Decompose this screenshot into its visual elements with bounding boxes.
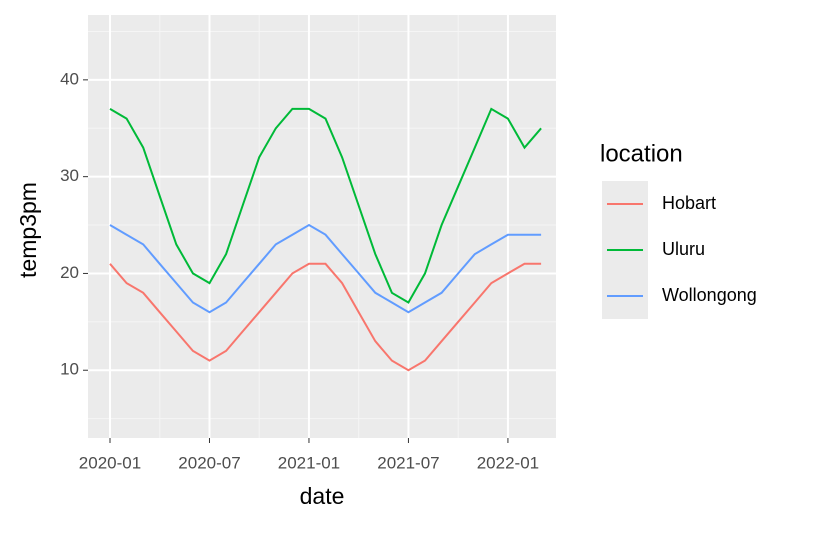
legend-label: Hobart	[662, 193, 716, 213]
lines	[109, 107, 542, 372]
series-line	[109, 223, 542, 314]
x-tick-label: 2022-01	[477, 453, 539, 472]
legend-title: location	[600, 140, 683, 167]
panel	[88, 15, 556, 438]
x-tick-label: 2021-01	[278, 453, 340, 472]
y-tick-label: 20	[60, 263, 79, 282]
legend-label: Uluru	[662, 239, 705, 259]
legend-label: Wollongong	[662, 285, 757, 305]
x-tick-label: 2020-01	[79, 453, 141, 472]
series-line	[109, 262, 542, 372]
y-tick-label: 10	[60, 360, 79, 379]
y-tick-label: 30	[60, 166, 79, 185]
legend: Hobart Uluru Wollongong	[602, 181, 757, 319]
x-tick-label: 2021-07	[377, 453, 439, 472]
x-tick-label: 2020-07	[178, 453, 240, 472]
y-axis-title: temp3pm	[15, 182, 41, 278]
y-tick-label: 40	[60, 69, 79, 88]
grid	[88, 15, 556, 438]
series-line	[109, 107, 542, 304]
x-axis-title: date	[300, 483, 345, 509]
